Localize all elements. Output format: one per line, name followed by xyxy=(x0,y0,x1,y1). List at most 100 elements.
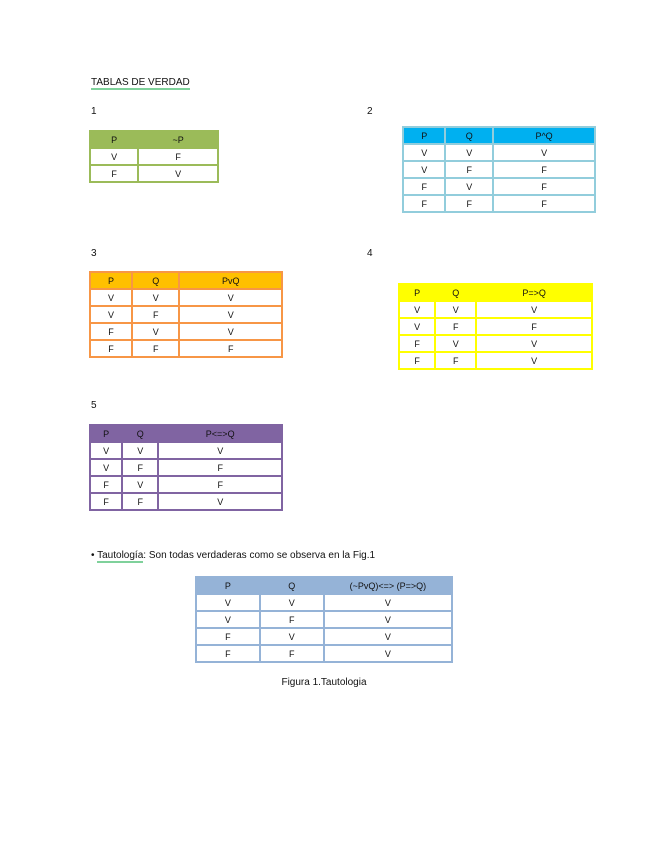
table-cell: V xyxy=(444,143,495,162)
truth-table-negation: P ~P V F F V xyxy=(88,130,219,183)
header-row: P ~P xyxy=(88,130,219,149)
table-cell: F xyxy=(195,644,261,663)
truth-table-disjunction: P Q PvQ V V V V F V F V V F F F xyxy=(88,271,283,358)
table-cell: F xyxy=(397,334,437,353)
bullet: • xyxy=(91,550,95,561)
table-cell: V xyxy=(397,300,437,319)
header-row: P Q P<=>Q xyxy=(88,424,283,443)
figure-caption: Figura 1.Tautologia xyxy=(281,677,367,688)
table-cell: V xyxy=(322,593,454,612)
table-cell: F xyxy=(137,147,219,166)
table-cell: V xyxy=(88,288,134,307)
tautology-text: : Son todas verdaderas como se observa e… xyxy=(143,550,376,561)
table-cell: V xyxy=(178,305,283,324)
table-number-2: 2 xyxy=(367,106,373,117)
table-cell: V xyxy=(88,441,124,460)
header-cell: Q xyxy=(434,283,478,302)
table-cell: V xyxy=(131,322,181,341)
table-cell: F xyxy=(178,339,283,358)
header-cell: P xyxy=(401,126,447,145)
table-cell: F xyxy=(492,160,596,179)
table-cell: V xyxy=(475,351,593,370)
table-cell: V xyxy=(434,334,478,353)
header-cell: (~PvQ)<=> (P=>Q) xyxy=(322,576,454,595)
table-cell: V xyxy=(475,334,593,353)
tautology-paragraph: • Tautología: Son todas verdaderas como … xyxy=(91,550,376,563)
table-cell: F xyxy=(88,164,140,183)
table-cell: V xyxy=(397,317,437,336)
header-cell: Q xyxy=(121,424,160,443)
table-cell: V xyxy=(131,288,181,307)
header-row: P Q P^Q xyxy=(401,126,596,145)
document-title: TABLAS DE VERDAD xyxy=(91,77,190,90)
table-cell: V xyxy=(401,160,447,179)
table-cell: V xyxy=(322,627,454,646)
table-cell: F xyxy=(434,351,478,370)
table-cell: V xyxy=(121,475,160,494)
table-cell: V xyxy=(258,593,325,612)
table-cell: V xyxy=(401,143,447,162)
table-cell: F xyxy=(492,194,596,213)
table-cell: F xyxy=(88,322,134,341)
table-cell: F xyxy=(88,475,124,494)
header-cell: Q xyxy=(258,576,325,595)
table-cell: V xyxy=(121,441,160,460)
table-cell: F xyxy=(401,177,447,196)
table-cell: F xyxy=(492,177,596,196)
header-cell: Q xyxy=(131,271,181,290)
header-cell: P xyxy=(195,576,261,595)
header-cell: P xyxy=(88,271,134,290)
table-number-4: 4 xyxy=(367,248,373,259)
table-cell: V xyxy=(475,300,593,319)
header-row: P Q P=>Q xyxy=(397,283,593,302)
header-cell: PvQ xyxy=(178,271,283,290)
table-cell: F xyxy=(195,627,261,646)
table-cell: V xyxy=(157,441,283,460)
table-cell: V xyxy=(195,593,261,612)
table-cell: F xyxy=(258,644,325,663)
header-row: P Q PvQ xyxy=(88,271,283,290)
table-cell: V xyxy=(434,300,478,319)
table-cell: F xyxy=(475,317,593,336)
header-row: P Q (~PvQ)<=> (P=>Q) xyxy=(195,576,454,595)
header-cell: P<=>Q xyxy=(157,424,283,443)
table-cell: F xyxy=(157,458,283,477)
table-cell: F xyxy=(121,492,160,511)
header-cell: P xyxy=(88,130,140,149)
table-cell: F xyxy=(444,194,495,213)
table-cell: F xyxy=(131,305,181,324)
table-cell: V xyxy=(157,492,283,511)
table-cell: F xyxy=(157,475,283,494)
table-cell: V xyxy=(322,644,454,663)
table-cell: V xyxy=(258,627,325,646)
table-cell: V xyxy=(178,288,283,307)
table-number-3: 3 xyxy=(91,248,97,259)
table-cell: V xyxy=(88,147,140,166)
header-cell: P xyxy=(397,283,437,302)
table-cell: F xyxy=(121,458,160,477)
truth-table-tautology: P Q (~PvQ)<=> (P=>Q) V V V V F V F V V F F V xyxy=(195,576,454,663)
table-cell: F xyxy=(88,339,134,358)
truth-table-conjunction: P Q P^Q V V V V F F F V F F F F xyxy=(401,126,596,213)
table-cell: F xyxy=(434,317,478,336)
table-cell: V xyxy=(322,610,454,629)
